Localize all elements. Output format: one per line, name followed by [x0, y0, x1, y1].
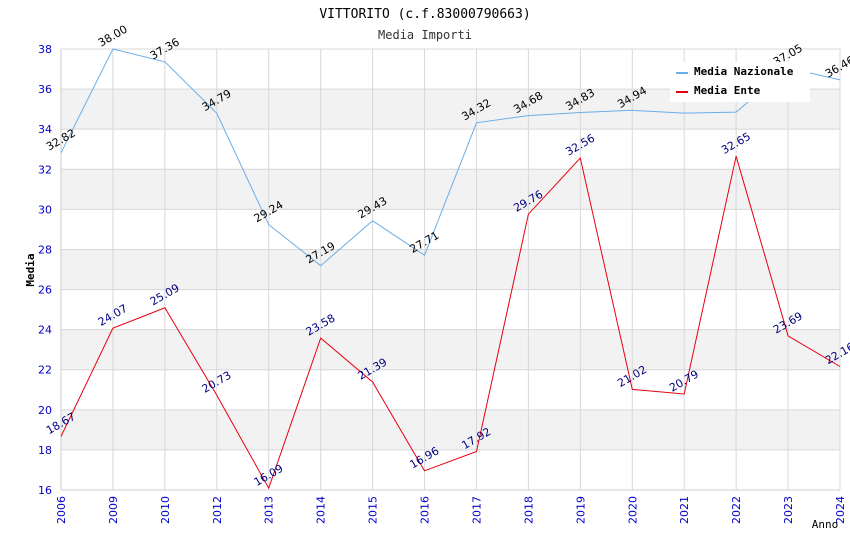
- series-line: [60, 48, 841, 267]
- legend: Media Nazionale Media Ente: [670, 62, 810, 102]
- y-tick-label: 28: [38, 243, 52, 256]
- chart-title: VITTORITO (c.f.83000790663): [319, 7, 530, 22]
- x-tick-label: 2024: [834, 496, 847, 524]
- x-tick-label: 2016: [419, 496, 432, 524]
- x-tick-label: 2015: [367, 496, 380, 524]
- y-tick-label: 34: [38, 123, 52, 136]
- legend-box: [670, 62, 810, 102]
- x-axis-label: Anno: [812, 518, 839, 531]
- y-tick-label: 22: [38, 364, 52, 377]
- series-line: [60, 156, 841, 490]
- y-tick-label: 16: [38, 484, 52, 497]
- y-tick-label: 32: [38, 163, 52, 176]
- x-tick-label: 2022: [730, 496, 743, 524]
- grid-band: [61, 409, 840, 450]
- grid-band: [61, 249, 840, 290]
- x-tick-label: 2017: [470, 496, 483, 524]
- y-tick-label: 24: [38, 324, 52, 337]
- legend-label-nazionale: Media Nazionale: [694, 65, 794, 78]
- y-tick-label: 18: [38, 444, 52, 457]
- x-tick-label: 2020: [626, 496, 639, 524]
- y-axis-ticks: 16 18 20 22 24 26 28 30 32 34 36 38: [38, 43, 52, 497]
- axes: [60, 49, 840, 491]
- y-tick-label: 26: [38, 284, 52, 297]
- x-tick-label: 2006: [55, 496, 68, 524]
- chart-subtitle: Media Importi: [378, 28, 472, 42]
- x-axis-ticks: 2006 2009 2010 2012 2013 2014 2015 2016 2017 2018…: [55, 496, 847, 524]
- x-tick-label: 2019: [574, 496, 587, 524]
- x-tick-label: 2014: [315, 496, 328, 524]
- y-tick-label: 38: [38, 43, 52, 56]
- y-tick-label: 36: [38, 83, 52, 96]
- y-axis-label: Media: [24, 253, 37, 286]
- x-tick-label: 2018: [522, 496, 535, 524]
- x-tick-label: 2009: [107, 496, 120, 524]
- y-tick-label: 20: [38, 404, 52, 417]
- x-tick-label: 2021: [678, 496, 691, 524]
- x-tick-label: 2013: [263, 496, 276, 524]
- x-tick-label: 2010: [159, 496, 172, 524]
- grid-band: [61, 329, 840, 370]
- legend-label-ente: Media Ente: [694, 84, 761, 97]
- x-tick-label: 2012: [211, 496, 224, 524]
- x-tick-label: 2023: [782, 496, 795, 524]
- y-tick-label: 30: [38, 203, 52, 216]
